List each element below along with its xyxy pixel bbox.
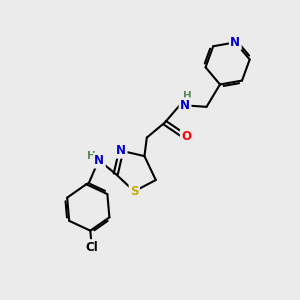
Text: N: N [180,99,190,112]
Text: Cl: Cl [85,241,98,254]
Text: H: H [87,151,95,161]
Text: O: O [181,130,191,143]
Text: N: N [230,36,240,49]
Text: N: N [94,154,104,167]
Text: N: N [116,144,126,157]
Text: H: H [183,91,192,101]
Text: S: S [130,185,139,198]
